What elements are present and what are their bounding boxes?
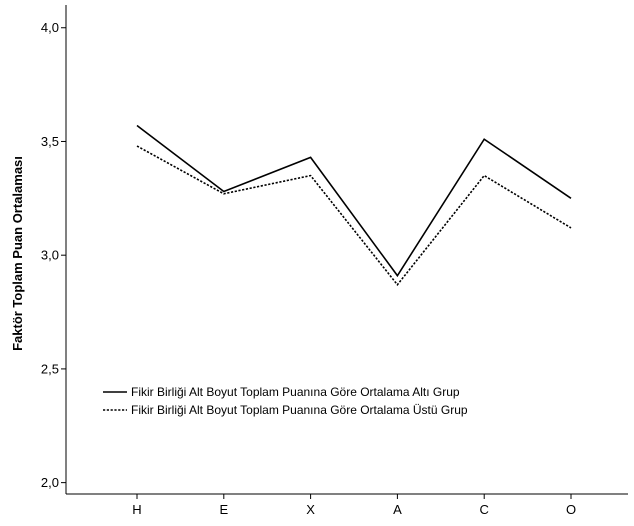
series-lines [136, 124, 572, 287]
axes: 2,0 2,5 3,0 3,5 4,0 H E X A C O Faktör Toplam Puan … [10, 5, 628, 517]
legend-entry-label: Fikir Birliği Alt Boyut Toplam Puanına G… [131, 385, 460, 399]
x-tick-label: O [566, 502, 576, 517]
legend: Fikir Birliği Alt Boyut Toplam Puanına G… [103, 385, 468, 417]
y-tick-label: 3,0 [41, 248, 59, 263]
x-tick-label: X [306, 502, 315, 517]
x-tick-label: E [219, 502, 228, 517]
y-tick-label: 4,0 [41, 20, 59, 35]
y-axis-title: Faktör Toplam Puan Ortalaması [10, 156, 25, 351]
y-tick-label: 2,5 [41, 361, 59, 376]
series-line-ustu-grup [136, 145, 572, 287]
x-tick-label: C [480, 502, 489, 517]
y-tick-label: 2,0 [41, 475, 59, 490]
legend-entry-label: Fikir Birliği Alt Boyut Toplam Puanına G… [131, 403, 468, 417]
x-tick-label: A [393, 502, 402, 517]
series-line-alti-grup [136, 124, 572, 278]
x-tick-label: H [132, 502, 141, 517]
y-tick-label: 3,5 [41, 134, 59, 149]
